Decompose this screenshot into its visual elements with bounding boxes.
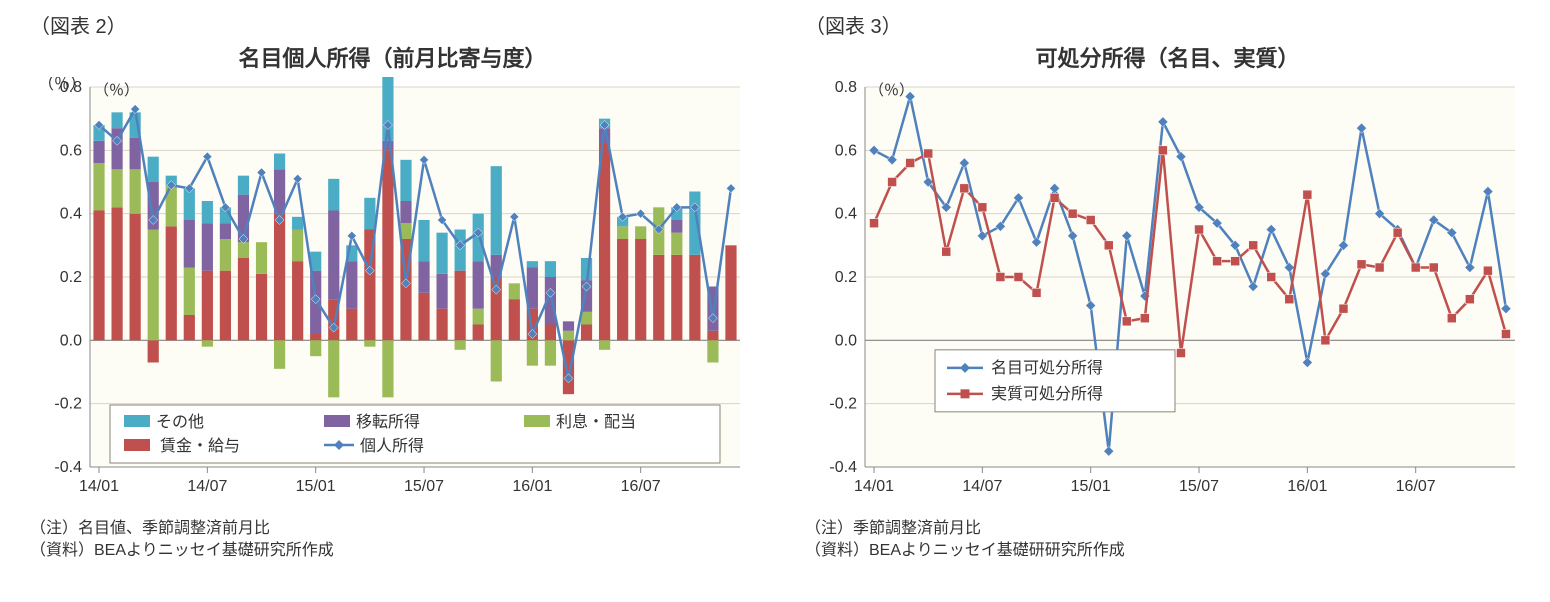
svg-text:0.6: 0.6 [835, 142, 857, 159]
svg-text:15/01: 15/01 [296, 478, 336, 495]
svg-text:0.8: 0.8 [835, 79, 857, 96]
svg-text:0.4: 0.4 [835, 206, 857, 223]
figure-2-note1: （注）名目値、季節調整済前月比 [30, 518, 755, 540]
svg-text:-0.4: -0.4 [54, 459, 82, 476]
figure-2-label: （図表 2） [30, 10, 755, 39]
figure-3-footnotes: （注）季節調整済前月比 （資料）BEAよりニッセイ基礎研研究所作成 [805, 518, 1530, 561]
svg-text:15/01: 15/01 [1071, 478, 1111, 495]
figure-2-note2: （資料）BEAよりニッセイ基礎研究所作成 [30, 540, 755, 562]
figure-3-label: （図表 3） [805, 10, 1530, 39]
figure-2-chart: -0.4-0.20.00.20.40.60.8（％）（％）14/0114/071… [30, 77, 755, 512]
svg-text:0.6: 0.6 [60, 142, 82, 159]
figure-3-chart: -0.4-0.20.00.20.40.60.8（％）14/0114/0715/0… [805, 77, 1530, 512]
svg-text:0.2: 0.2 [60, 269, 82, 286]
svg-text:名目可処分所得: 名目可処分所得 [991, 359, 1103, 377]
svg-text:-0.2: -0.2 [829, 396, 857, 413]
svg-text:15/07: 15/07 [1179, 478, 1219, 495]
svg-text:14/01: 14/01 [79, 478, 119, 495]
svg-text:0.0: 0.0 [60, 332, 82, 349]
figure-3-note2: （資料）BEAよりニッセイ基礎研研究所作成 [805, 540, 1530, 562]
svg-text:0.0: 0.0 [835, 332, 857, 349]
svg-text:賃金・給与: 賃金・給与 [160, 437, 240, 455]
figure-3-panel: （図表 3） 可処分所得（名目、実質） -0.4 -0.2 0.0 0.2 0.4 0.6… [775, 0, 1550, 602]
svg-text:15/07: 15/07 [404, 478, 444, 495]
svg-text:0.4: 0.4 [60, 206, 82, 223]
figure-3-note1: （注）季節調整済前月比 [805, 518, 1530, 540]
svg-text:（％）: （％） [38, 77, 86, 93]
svg-text:（％）: （％） [94, 82, 139, 99]
figure-2-panel: （図表 2） 名目個人所得（前月比寄与度） -0.4 -0.2 0.0 0.2 0.4 0… [0, 0, 775, 602]
figure-3-title: 可処分所得（名目、実質） [805, 41, 1530, 73]
svg-text:-0.2: -0.2 [54, 396, 82, 413]
svg-text:16/07: 16/07 [621, 478, 661, 495]
svg-text:14/07: 14/07 [187, 478, 227, 495]
svg-text:移転所得: 移転所得 [356, 413, 420, 431]
figure-2-title: 名目個人所得（前月比寄与度） [30, 41, 755, 73]
svg-text:0.2: 0.2 [835, 269, 857, 286]
svg-text:-0.4: -0.4 [829, 459, 857, 476]
figure-2-footnotes: （注）名目値、季節調整済前月比 （資料）BEAよりニッセイ基礎研究所作成 [30, 518, 755, 561]
svg-text:14/07: 14/07 [962, 478, 1002, 495]
svg-text:個人所得: 個人所得 [360, 437, 424, 455]
svg-text:実質可処分所得: 実質可処分所得 [991, 385, 1103, 403]
svg-text:16/01: 16/01 [512, 478, 552, 495]
svg-text:16/07: 16/07 [1396, 478, 1436, 495]
svg-text:16/01: 16/01 [1287, 478, 1327, 495]
svg-text:利息・配当: 利息・配当 [556, 413, 636, 431]
svg-text:14/01: 14/01 [854, 478, 894, 495]
svg-text:その他: その他 [156, 413, 204, 431]
